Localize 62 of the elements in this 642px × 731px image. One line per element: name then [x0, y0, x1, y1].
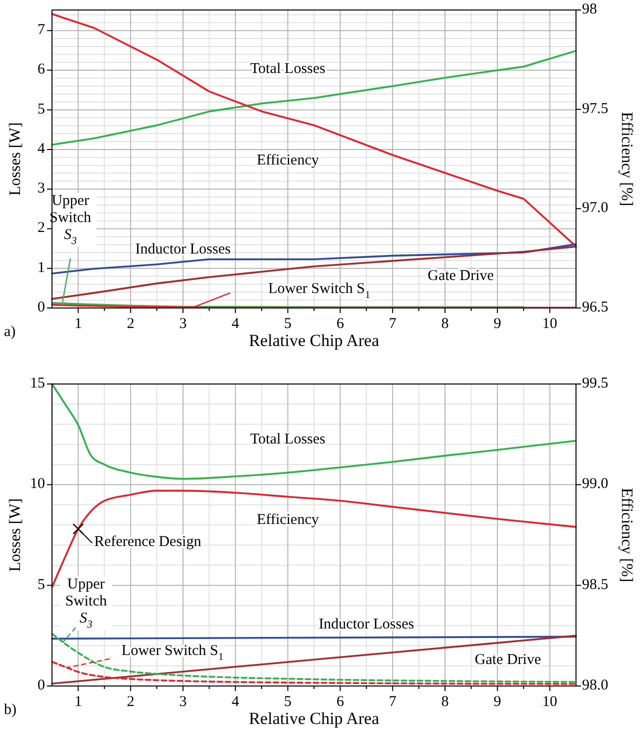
- line-series: [51, 383, 577, 480]
- x-tick-label: 5: [284, 316, 292, 332]
- x-axis-title: Relative Chip Area: [248, 709, 380, 728]
- series-label: Total Losses: [250, 432, 326, 448]
- y2-tick-label: 98: [582, 1, 597, 18]
- x-tick-label: 2: [126, 694, 134, 710]
- y-tick-label: 5: [38, 576, 45, 593]
- x-tick-label: 3: [179, 694, 187, 710]
- x-tick-label: 6: [336, 316, 344, 332]
- text: b): [4, 702, 16, 718]
- y2-tick-label: 99.0: [582, 476, 608, 492]
- series-label: Upper Switch S$_{3}$: [65, 576, 108, 630]
- x-tick-label: 1: [74, 316, 82, 332]
- x-tick-label: 3: [179, 316, 187, 332]
- y2-tick-label: 97.0: [582, 200, 608, 216]
- legend-label: Lower Switch S$_{1}$: [122, 643, 224, 663]
- y-tick-label: 2: [38, 220, 45, 236]
- x-tick-label: 10: [542, 316, 558, 332]
- y-axis-title: Losses [W]: [7, 122, 24, 196]
- y-tick-label: 6: [38, 62, 46, 78]
- y-tick-label: 4: [38, 140, 46, 157]
- series-label: Lower Switch S$_{1}$: [268, 282, 370, 302]
- y-tick-label: 15: [30, 375, 45, 392]
- y2-tick-label: 97.5: [582, 100, 608, 117]
- line-series: [51, 50, 577, 146]
- x-tick-label: 9: [494, 316, 502, 332]
- text: a): [4, 324, 16, 340]
- y-tick-label: 0: [38, 677, 45, 694]
- y2-tick-label: 96.5: [582, 299, 608, 316]
- y2-axis-title: Efficiency [%]: [618, 488, 635, 582]
- x-tick-label: 8: [441, 694, 449, 710]
- series-label: Efficiency: [256, 152, 320, 169]
- y-tick-label: 7: [38, 22, 46, 38]
- x-tick-label: 4: [232, 316, 240, 332]
- y-tick-label: 1: [38, 260, 45, 276]
- x-tick-label: 8: [441, 316, 449, 332]
- y-tick-label: 5: [38, 101, 45, 118]
- y2-tick-label: 98.5: [582, 576, 608, 593]
- y2-axis-title: Efficiency [%]: [618, 112, 635, 206]
- annotation: Reference Design: [94, 534, 202, 550]
- y-tick-label: 3: [38, 180, 45, 197]
- series-label: Gate Drive: [474, 652, 542, 668]
- x-tick-label: 5: [284, 694, 292, 710]
- y-tick-label: 0: [38, 299, 45, 316]
- x-tick-label: 1: [74, 694, 82, 710]
- x-tick-label: 6: [336, 694, 344, 710]
- series-label: Inductor Losses: [135, 242, 231, 258]
- x-tick-label: 7: [388, 694, 397, 710]
- x-tick-label: 10: [542, 694, 558, 710]
- y2-tick-label: 99.5: [582, 375, 608, 392]
- series-label: Inductor Losses: [318, 617, 414, 634]
- series-label: Gate Drive: [428, 268, 494, 285]
- x-tick-label: 2: [126, 316, 134, 332]
- series-label: Total Losses: [250, 62, 326, 78]
- x-tick-label: 9: [494, 694, 502, 710]
- y-axis-title: Losses [W]: [7, 498, 24, 572]
- x-axis-title: Relative Chip Area: [248, 331, 380, 350]
- x-tick-label: 4: [232, 694, 240, 710]
- series-label: Efficiency: [256, 512, 320, 528]
- y-tick-label: 10: [30, 476, 45, 492]
- y2-tick-label: 98.0: [582, 677, 608, 694]
- x-tick-label: 7: [388, 316, 397, 332]
